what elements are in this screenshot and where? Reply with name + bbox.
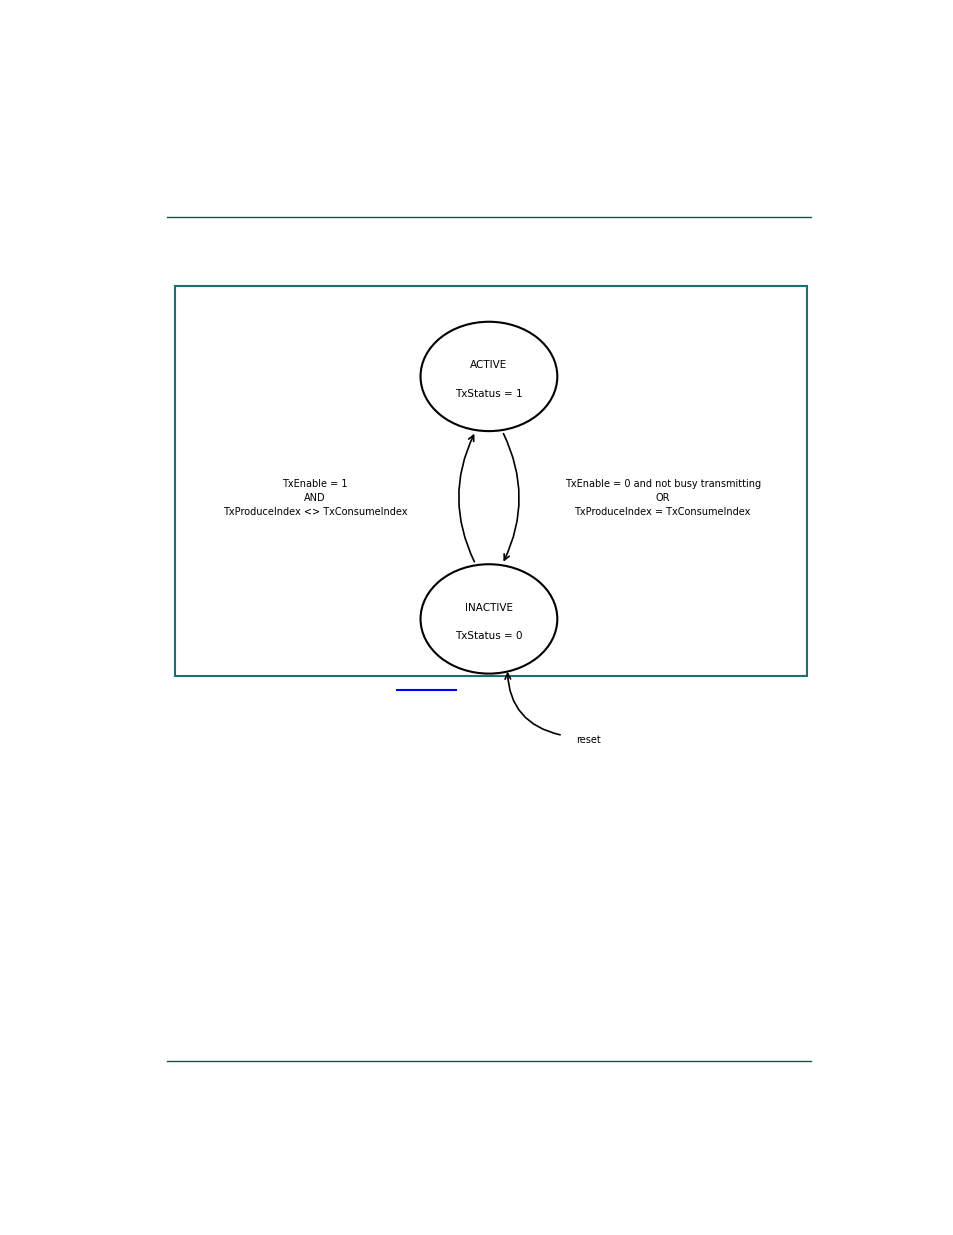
Text: TxEnable = 1
AND
TxProduceIndex <> TxConsumeIndex: TxEnable = 1 AND TxProduceIndex <> TxCon… <box>223 479 407 516</box>
Text: TxStatus = 0: TxStatus = 0 <box>455 631 522 641</box>
FancyBboxPatch shape <box>174 287 806 676</box>
Ellipse shape <box>420 564 557 673</box>
Ellipse shape <box>420 322 557 431</box>
Text: INACTIVE: INACTIVE <box>464 603 513 613</box>
Text: TxStatus = 1: TxStatus = 1 <box>455 389 522 399</box>
Text: ACTIVE: ACTIVE <box>470 361 507 370</box>
Text: reset: reset <box>576 735 600 745</box>
Text: TxEnable = 0 and not busy transmitting
OR
TxProduceIndex = TxConsumeIndex: TxEnable = 0 and not busy transmitting O… <box>564 479 760 516</box>
